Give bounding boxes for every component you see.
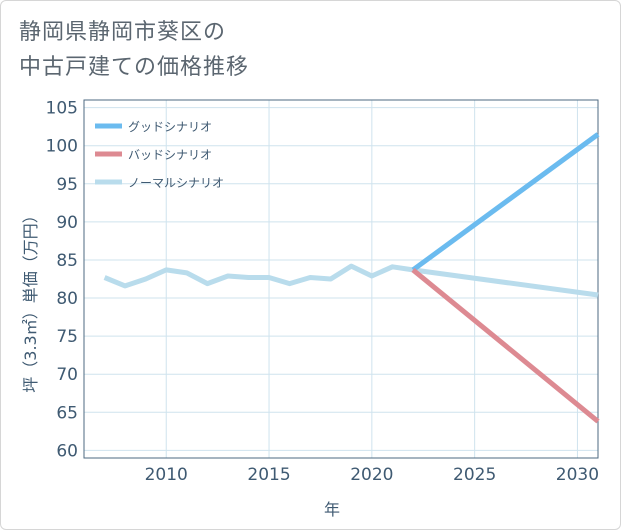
normal-scenario-line (103, 263, 599, 298)
y-axis-ticks: 60 65 70 75 80 85 90 95 100 105 (46, 99, 78, 462)
legend-label: バッドシナリオ (128, 148, 212, 162)
plot-area-frame (83, 99, 599, 459)
x-tick-label: 2025 (453, 465, 496, 485)
chart-title-line1: 静岡県静岡市葵区の (19, 20, 227, 45)
chart-title-line2: 中古戸建ての価格推移 (19, 55, 250, 80)
y-tick-label: 100 (46, 137, 78, 157)
x-axis-ticks: 2010 2015 2020 2025 2030 (145, 465, 599, 485)
y-tick-label: 70 (56, 365, 78, 385)
y-tick-label: 105 (46, 99, 78, 119)
bad-scenario-line (411, 267, 600, 424)
chart-series (103, 132, 600, 424)
y-tick-label: 60 (56, 441, 78, 461)
good-scenario-line (411, 132, 600, 272)
legend-label: グッドシナリオ (128, 120, 212, 134)
x-tick-label: 2010 (145, 465, 188, 485)
y-axis-title: 坪（3.3㎡）単価（万円） (21, 207, 40, 392)
y-tick-label: 65 (56, 403, 78, 423)
y-tick-label: 85 (56, 251, 78, 271)
chart-title: 静岡県静岡市葵区の 中古戸建ての価格推移 (19, 15, 249, 85)
x-tick-label: 2015 (247, 465, 290, 485)
y-tick-label: 95 (56, 175, 78, 195)
legend-item-bad: バッドシナリオ (95, 148, 212, 162)
x-tick-label: 2030 (556, 465, 599, 485)
y-tick-label: 90 (56, 213, 78, 233)
y-tick-label: 80 (56, 289, 78, 309)
legend-label: ノーマルシナリオ (128, 176, 224, 190)
x-axis-title: 年 (324, 500, 340, 519)
legend-item-good: グッドシナリオ (95, 120, 212, 134)
y-tick-label: 75 (56, 327, 78, 347)
legend-item-normal: ノーマルシナリオ (95, 176, 224, 190)
x-tick-label: 2020 (350, 465, 393, 485)
